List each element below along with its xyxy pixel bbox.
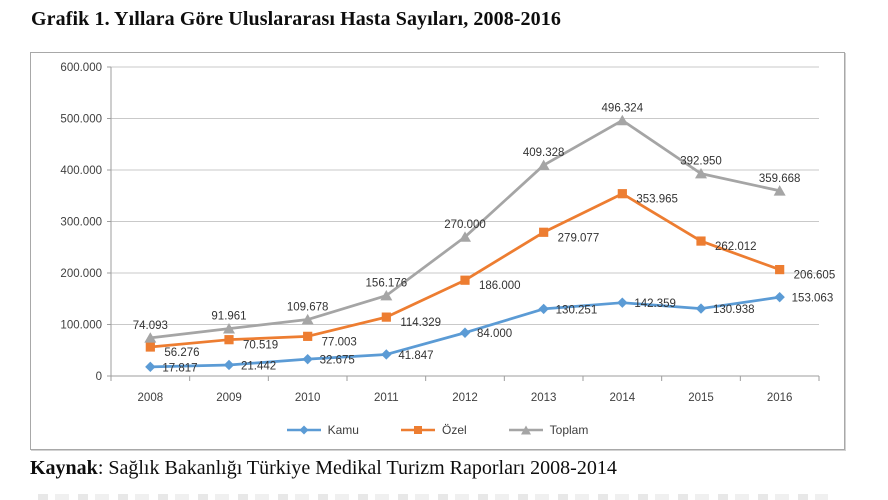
marker-diamond-kamu — [617, 297, 628, 308]
x-axis-tick-label: 2016 — [767, 392, 793, 404]
data-label-özel: 186.000 — [479, 280, 521, 292]
data-label-kamu: 153.063 — [792, 293, 834, 305]
x-axis-tick-label: 2010 — [295, 392, 321, 404]
data-label-toplam: 91.961 — [211, 311, 246, 323]
x-axis-tick-label: 2011 — [374, 392, 399, 404]
marker-square-özel — [696, 236, 706, 246]
legend-marker-diamond-icon — [286, 425, 321, 435]
legend-label: Kamu — [327, 423, 359, 437]
marker-triangle-toplam — [616, 114, 629, 126]
marker-triangle-toplam — [301, 313, 314, 325]
x-axis-tick-label: 2008 — [138, 392, 164, 404]
y-axis-tick-label: 0 — [96, 371, 102, 383]
cropped-next-text-line — [38, 494, 828, 500]
data-label-özel: 70.519 — [243, 340, 278, 352]
data-label-kamu: 130.938 — [713, 304, 755, 316]
marker-square-özel — [381, 312, 391, 322]
legend-label: Toplam — [549, 423, 589, 437]
line-chart: 0 100.000 200.000 300.000 400.000 500.000 600.… — [60, 62, 836, 404]
data-label-kamu: 32.675 — [320, 355, 355, 367]
marker-square-özel — [617, 189, 627, 199]
chart-legend: Kamu Özel Toplam — [31, 423, 844, 437]
x-axis-tick-label: 2014 — [610, 392, 636, 404]
data-label-toplam: 74.093 — [133, 320, 168, 332]
data-label-özel: 77.003 — [322, 336, 357, 348]
data-label-toplam: 359.668 — [759, 173, 801, 185]
source-label: Kaynak — [30, 457, 98, 479]
marker-triangle-toplam — [459, 231, 471, 242]
data-label-kamu: 142.359 — [634, 298, 676, 310]
data-label-özel: 353.965 — [636, 194, 678, 206]
legend-marker-triangle-icon — [508, 425, 543, 435]
marker-diamond-kamu — [538, 303, 549, 315]
marker-square-özel — [303, 331, 313, 341]
y-axis-tick-label: 600.000 — [60, 62, 102, 74]
data-label-özel: 279.077 — [558, 232, 600, 244]
marker-square-özel — [145, 342, 155, 352]
marker-triangle-toplam — [695, 168, 707, 179]
marker-triangle-toplam — [773, 185, 786, 196]
x-axis-tick-label: 2009 — [216, 392, 242, 404]
marker-diamond-kamu — [145, 361, 156, 373]
legend-label: Özel — [441, 423, 467, 437]
source-caption: Kaynak: Sağlık Bakanlığı Türkiye Medikal… — [30, 457, 617, 480]
y-axis-tick-label: 100.000 — [60, 320, 102, 332]
y-axis-tick-label: 300.000 — [60, 217, 102, 229]
x-axis-tick-label: 2015 — [688, 392, 714, 404]
data-label-toplam: 270.000 — [444, 219, 486, 231]
marker-square-özel — [460, 275, 470, 285]
marker-diamond-kamu — [695, 303, 707, 314]
chart-container: 0 100.000 200.000 300.000 400.000 500.000 600.… — [30, 52, 845, 450]
source-text: : Sağlık Bakanlığı Türkiye Medikal Turiz… — [97, 457, 617, 479]
data-label-kamu: 84.000 — [477, 328, 512, 340]
chart-title: Grafik 1. Yıllara Göre Uluslararası Hast… — [31, 8, 561, 30]
data-label-toplam: 392.950 — [680, 156, 722, 168]
legend-item-kamu: Kamu — [286, 423, 359, 437]
marker-square-özel — [224, 335, 234, 345]
data-label-kamu: 41.847 — [398, 350, 433, 362]
data-label-özel: 206.605 — [794, 270, 836, 282]
legend-item-özel: Özel — [400, 423, 467, 437]
marker-diamond-kamu — [459, 327, 471, 338]
data-label-toplam: 109.678 — [287, 302, 329, 314]
legend-marker-square-icon — [400, 426, 435, 434]
marker-square-özel — [775, 264, 785, 275]
data-label-kamu: 130.251 — [556, 304, 598, 316]
y-axis-tick-label: 200.000 — [60, 268, 102, 280]
marker-triangle-toplam — [144, 332, 157, 343]
data-label-kamu: 21.442 — [241, 360, 276, 372]
marker-diamond-kamu — [381, 349, 392, 360]
marker-diamond-kamu — [302, 353, 313, 365]
marker-triangle-toplam — [380, 289, 393, 301]
marker-square-özel — [539, 227, 549, 237]
data-label-toplam: 156.176 — [366, 278, 408, 290]
x-axis-tick-label: 2013 — [531, 392, 557, 404]
marker-triangle-toplam — [223, 323, 235, 334]
data-label-toplam: 496.324 — [602, 102, 644, 114]
legend-item-toplam: Toplam — [508, 423, 589, 437]
data-label-özel: 56.276 — [164, 347, 199, 359]
x-axis-tick-label: 2012 — [452, 392, 478, 404]
y-axis-tick-label: 400.000 — [60, 165, 102, 177]
marker-diamond-kamu — [774, 291, 785, 303]
data-label-özel: 262.012 — [715, 241, 757, 253]
data-label-özel: 114.329 — [400, 317, 441, 329]
marker-diamond-kamu — [223, 359, 235, 371]
y-axis-tick-label: 500.000 — [60, 114, 102, 126]
data-label-kamu: 17.817 — [162, 362, 197, 374]
data-label-toplam: 409.328 — [523, 147, 565, 159]
marker-triangle-toplam — [537, 159, 550, 170]
